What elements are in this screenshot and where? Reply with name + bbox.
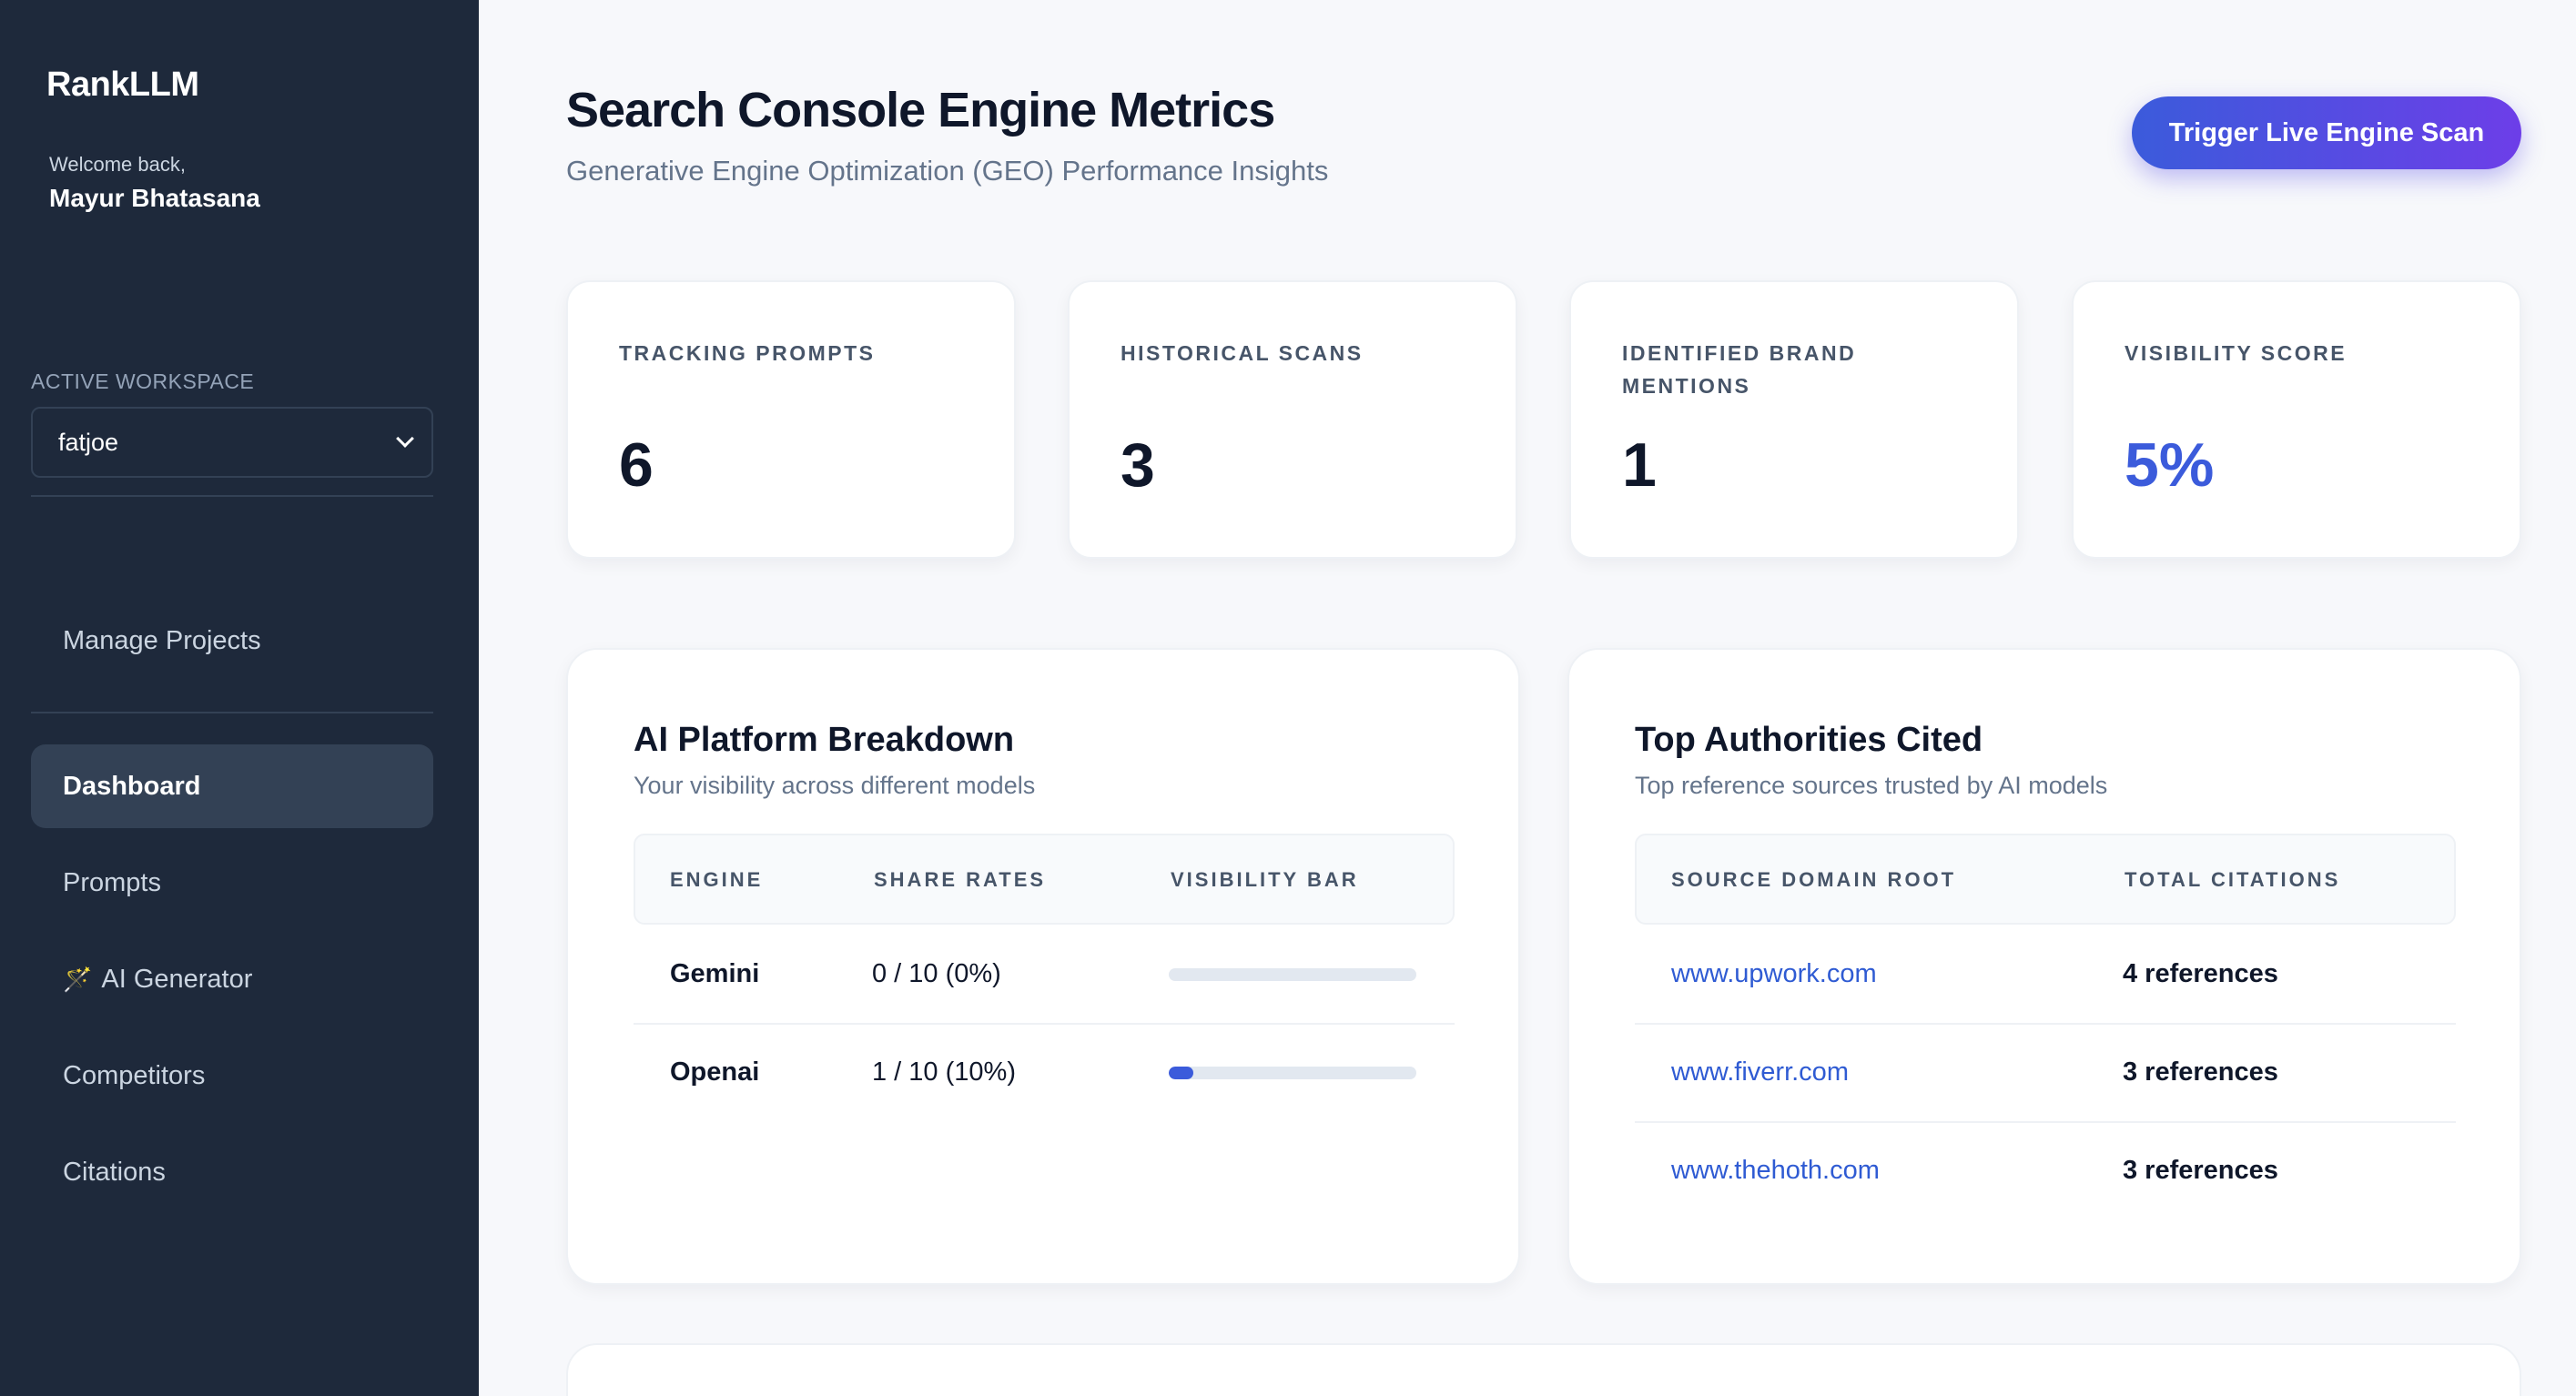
column-header-engine: ENGINE — [670, 868, 764, 891]
sidebar-item-label: AI Generator — [101, 964, 253, 994]
table-row: www.thehoth.com 3 references — [1635, 1123, 2456, 1221]
visibility-bar-fill — [1169, 1067, 1194, 1079]
sidebar-divider — [31, 495, 433, 497]
workspace-select-value: fatjoe — [58, 428, 119, 456]
stat-card-visibility-score: VISIBILITY SCORE 5% — [2072, 280, 2521, 559]
table-row: Gemini 0 / 10 (0%) — [634, 926, 1455, 1025]
stat-value: 6 — [619, 430, 654, 500]
magic-wand-icon: 🪄 — [63, 965, 93, 993]
column-header-source-domain: SOURCE DOMAIN ROOT — [1671, 868, 1957, 891]
sidebar-item-label: Manage Projects — [63, 625, 261, 655]
domain-link[interactable]: www.upwork.com — [1671, 959, 1877, 988]
engine-name: Openai — [670, 1057, 760, 1087]
sidebar-item-label: Competitors — [63, 1060, 206, 1090]
domain-link[interactable]: www.thehoth.com — [1671, 1156, 1880, 1185]
stat-label: TRACKING PROMPTS — [619, 341, 876, 365]
column-header-share-rates: SHARE RATES — [874, 868, 1047, 891]
trigger-scan-button[interactable]: Trigger Live Engine Scan — [2132, 96, 2521, 169]
workspace-label: ACTIVE WORKSPACE — [31, 369, 255, 393]
sidebar-divider — [31, 712, 433, 713]
top-authorities-panel: Top Authorities Cited Top reference sour… — [1567, 648, 2521, 1285]
citation-count: 3 references — [2123, 1057, 2278, 1087]
stat-value: 3 — [1121, 430, 1155, 500]
page-title: Search Console Engine Metrics — [566, 83, 1275, 137]
chevron-down-icon — [396, 430, 414, 448]
stat-label: IDENTIFIED BRAND MENTIONS — [1622, 341, 1857, 398]
table-row: www.fiverr.com 3 references — [1635, 1025, 2456, 1123]
sidebar-item-label: Citations — [63, 1157, 166, 1187]
sidebar-item-label: Prompts — [63, 867, 161, 897]
stat-label: HISTORICAL SCANS — [1121, 341, 1364, 365]
stat-value: 1 — [1622, 430, 1657, 500]
table-header: ENGINE SHARE RATES VISIBILITY BAR — [634, 834, 1455, 925]
stat-label: VISIBILITY SCORE — [2125, 341, 2348, 365]
engine-name: Gemini — [670, 959, 760, 988]
stat-value: 5% — [2125, 430, 2215, 500]
stat-card-tracking-prompts: TRACKING PROMPTS 6 — [566, 280, 1016, 559]
stat-card-historical-scans: HISTORICAL SCANS 3 — [1068, 280, 1517, 559]
platform-breakdown-panel: AI Platform Breakdown Your visibility ac… — [566, 648, 1520, 1285]
table-header: SOURCE DOMAIN ROOT TOTAL CITATIONS — [1635, 834, 2456, 925]
panel-title: Top Authorities Cited — [1635, 721, 1983, 759]
visibility-bar — [1169, 968, 1416, 981]
panel-title: AI Platform Breakdown — [634, 721, 1015, 759]
stat-card-brand-mentions: IDENTIFIED BRAND MENTIONS 1 — [1569, 280, 2019, 559]
share-rate: 1 / 10 (10%) — [872, 1057, 1016, 1087]
sidebar: RankLLM Welcome back, Mayur Bhatasana AC… — [0, 0, 479, 1396]
sidebar-item-citations[interactable]: Citations — [31, 1130, 433, 1214]
column-header-visibility-bar: VISIBILITY BAR — [1171, 868, 1359, 891]
welcome-text: Welcome back, — [49, 153, 186, 176]
table-row: www.upwork.com 4 references — [1635, 926, 2456, 1025]
domain-link[interactable]: www.fiverr.com — [1671, 1057, 1849, 1087]
sidebar-item-ai-generator[interactable]: 🪄 AI Generator — [31, 937, 433, 1021]
sidebar-item-label: Dashboard — [63, 771, 201, 801]
sidebar-item-prompts[interactable]: Prompts — [31, 841, 433, 925]
citation-count: 3 references — [2123, 1156, 2278, 1185]
citation-count: 4 references — [2123, 959, 2278, 988]
panel-subtitle: Top reference sources trusted by AI mode… — [1635, 772, 2108, 799]
sidebar-item-manage-projects[interactable]: Manage Projects — [31, 599, 433, 683]
user-name: Mayur Bhatasana — [49, 184, 260, 212]
workspace-select[interactable]: fatjoe — [31, 407, 433, 478]
visibility-bar — [1169, 1067, 1416, 1079]
table-row: Openai 1 / 10 (10%) — [634, 1025, 1455, 1123]
bottom-panel — [566, 1343, 2521, 1396]
sidebar-item-dashboard[interactable]: Dashboard — [31, 744, 433, 828]
sidebar-item-competitors[interactable]: Competitors — [31, 1034, 433, 1118]
column-header-total-citations: TOTAL CITATIONS — [2125, 868, 2341, 891]
share-rate: 0 / 10 (0%) — [872, 959, 1001, 988]
brand-logo[interactable]: RankLLM — [46, 66, 199, 104]
page-subtitle: Generative Engine Optimization (GEO) Per… — [566, 155, 1329, 187]
panel-subtitle: Your visibility across different models — [634, 772, 1036, 799]
